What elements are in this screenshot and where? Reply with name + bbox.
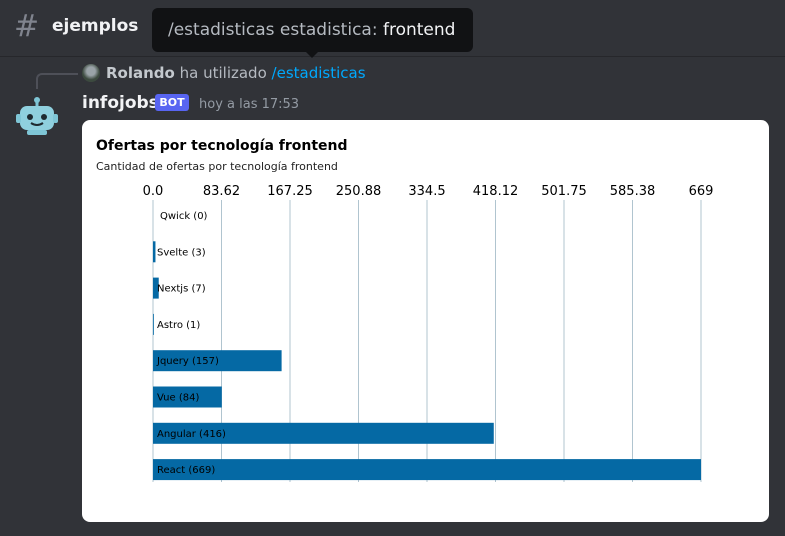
bar-label: React (669) [157, 465, 215, 476]
tooltip-value: frontend [382, 20, 456, 40]
command-tooltip: /estadisticas estadistica: frontend [152, 8, 473, 52]
x-tick-label: 334.5 [408, 184, 445, 199]
channel-name[interactable]: ejemplos [52, 16, 139, 36]
message-timestamp[interactable]: hoy a las 17:53 [199, 97, 300, 112]
reply-command-link[interactable]: /estadisticas [271, 64, 366, 82]
bar-chart: Ofertas por tecnología frontend Cantidad… [96, 138, 714, 482]
hash-icon: # [14, 9, 40, 44]
reply-verb: ha utilizado [179, 64, 267, 82]
x-tick-label: 669 [689, 184, 714, 199]
x-tick-label: 585.38 [610, 184, 656, 199]
reply-user-avatar[interactable] [82, 64, 100, 82]
tooltip-command: /estadisticas estadistica: [168, 20, 378, 40]
bar [153, 350, 282, 372]
bar-label: Jquery (157) [156, 356, 219, 367]
chart-title: Ofertas por tecnología frontend [96, 138, 348, 154]
bot-badge: BOT [155, 94, 189, 111]
x-tick-label: 83.62 [203, 184, 240, 199]
bar [153, 277, 159, 299]
x-tick-label: 501.75 [541, 184, 587, 199]
bar-label: Astro (1) [157, 320, 200, 331]
chart-subtitle: Cantidad de ofertas por tecnología front… [96, 160, 338, 173]
reply-username[interactable]: Rolando [106, 64, 175, 82]
bar-label: Vue (84) [157, 393, 199, 404]
bar [153, 241, 156, 263]
tooltip-arrow [305, 51, 319, 58]
reply-context: Rolando ha utilizado /estadisticas [106, 64, 366, 82]
robot-icon[interactable] [14, 96, 60, 142]
bar-label: Angular (416) [157, 429, 226, 440]
bar [153, 459, 701, 481]
x-tick-label: 0.0 [143, 184, 164, 199]
bar [153, 386, 222, 408]
x-tick-label: 418.12 [473, 184, 519, 199]
x-tick-label: 167.25 [267, 184, 313, 199]
message-author[interactable]: infojobs [82, 93, 159, 113]
bar [153, 313, 154, 335]
x-tick-label: 250.88 [336, 184, 382, 199]
bar [153, 422, 494, 444]
chart-image[interactable]: Ofertas por tecnología frontend Cantidad… [82, 120, 769, 522]
bar-label: Nextjs (7) [157, 284, 206, 295]
bar-label: Qwick (0) [160, 211, 208, 222]
reply-connector [36, 73, 78, 89]
bar-label: Svelte (3) [157, 247, 206, 258]
